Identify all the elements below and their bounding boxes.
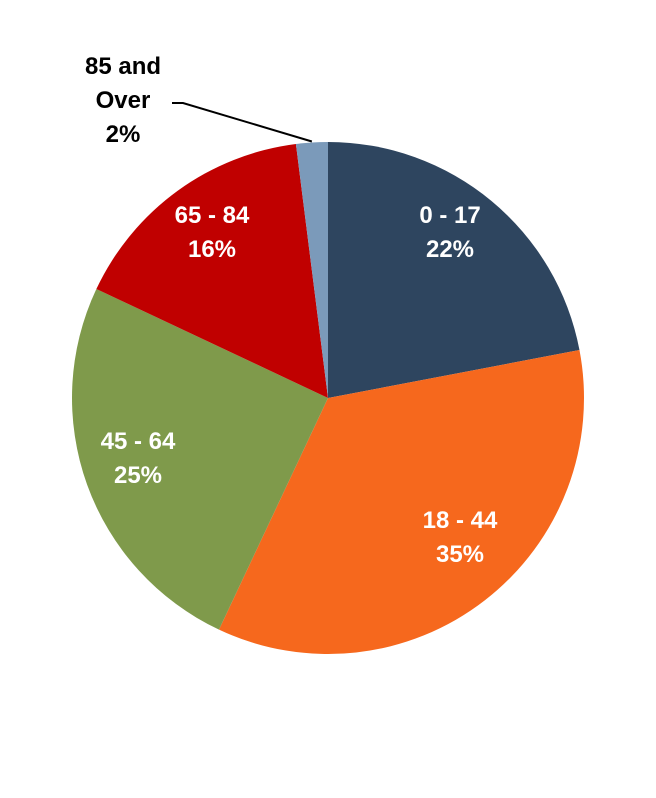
- slice-label-2-line-0: 45 - 64: [101, 428, 176, 455]
- leader-line-4: [172, 102, 313, 143]
- pie-slice-0: [328, 142, 580, 398]
- slice-label-1: 18 - 44 35%: [423, 507, 498, 568]
- slice-label-2: 45 - 64 25%: [101, 428, 176, 489]
- slice-label-3-line-0: 65 - 84: [175, 202, 250, 229]
- pie-slice-4: [295, 142, 328, 398]
- slice-label-1-line-1: 35%: [436, 541, 484, 568]
- slice-label-0: 0 - 17 22%: [419, 202, 480, 263]
- pie-slice-3: [96, 144, 328, 398]
- pie-slice-2: [72, 289, 328, 630]
- pie-slice-1: [219, 350, 585, 654]
- slice-label-1-line-0: 18 - 44: [423, 507, 498, 534]
- slice-label-3-line-1: 16%: [188, 236, 236, 263]
- slice-label-4-line-0: 85 and: [85, 53, 161, 80]
- slice-label-0-line-1: 22%: [426, 236, 474, 263]
- slice-label-3: 65 - 84 16%: [175, 202, 250, 263]
- slice-label-4: 85 and Over 2%: [85, 53, 161, 148]
- slice-label-4-line-1: Over: [96, 87, 151, 114]
- slice-label-2-line-1: 25%: [114, 462, 162, 489]
- slice-label-0-line-0: 0 - 17: [419, 202, 480, 229]
- slice-label-4-line-2: 2%: [106, 121, 141, 148]
